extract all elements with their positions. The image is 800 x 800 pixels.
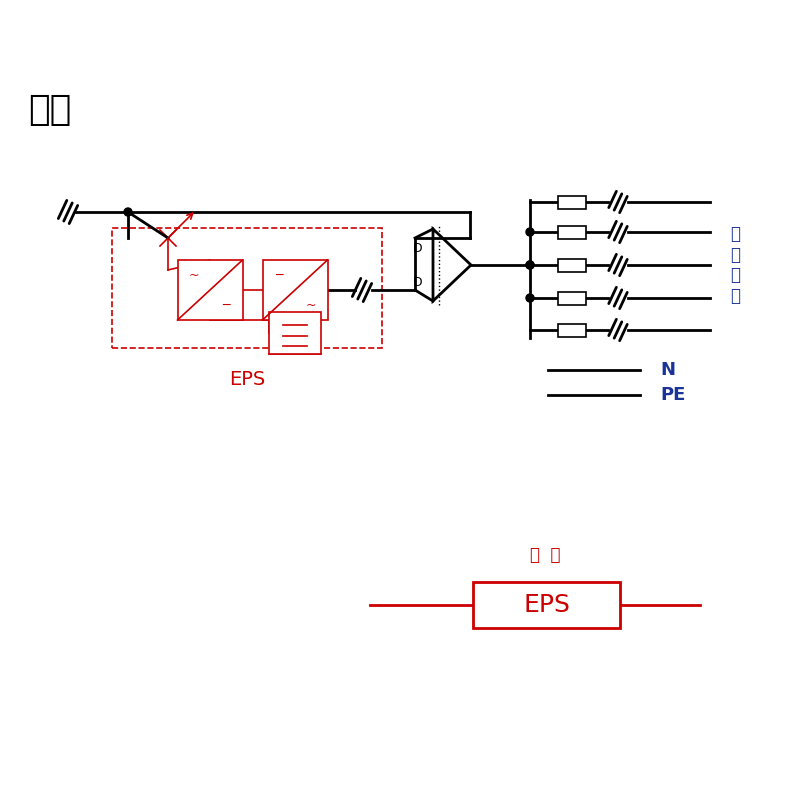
Text: 市电: 市电 — [28, 93, 71, 127]
Text: ~: ~ — [306, 298, 317, 311]
Bar — [473, 582, 620, 628]
Circle shape — [526, 294, 534, 302]
Bar — [178, 260, 242, 320]
Circle shape — [526, 261, 534, 269]
Text: D: D — [413, 242, 423, 254]
Bar — [558, 226, 586, 238]
Text: EPS: EPS — [229, 370, 265, 389]
Bar — [558, 323, 586, 337]
Text: D: D — [413, 275, 423, 289]
Bar — [558, 291, 586, 305]
Text: ─: ─ — [222, 298, 230, 311]
Text: ─: ─ — [275, 269, 282, 282]
Text: EPS: EPS — [523, 593, 570, 617]
Bar — [112, 228, 382, 348]
Bar — [558, 258, 586, 271]
Bar — [558, 195, 586, 209]
Text: N: N — [660, 361, 675, 379]
Circle shape — [526, 261, 534, 269]
Text: PE: PE — [660, 386, 686, 404]
Circle shape — [526, 228, 534, 236]
Circle shape — [124, 208, 132, 216]
Text: ~: ~ — [189, 269, 199, 282]
Bar — [262, 260, 327, 320]
Text: 应
急
负
载: 应 急 负 载 — [730, 225, 740, 305]
Bar — [269, 312, 321, 354]
Text: 简  图: 简 图 — [530, 546, 560, 564]
